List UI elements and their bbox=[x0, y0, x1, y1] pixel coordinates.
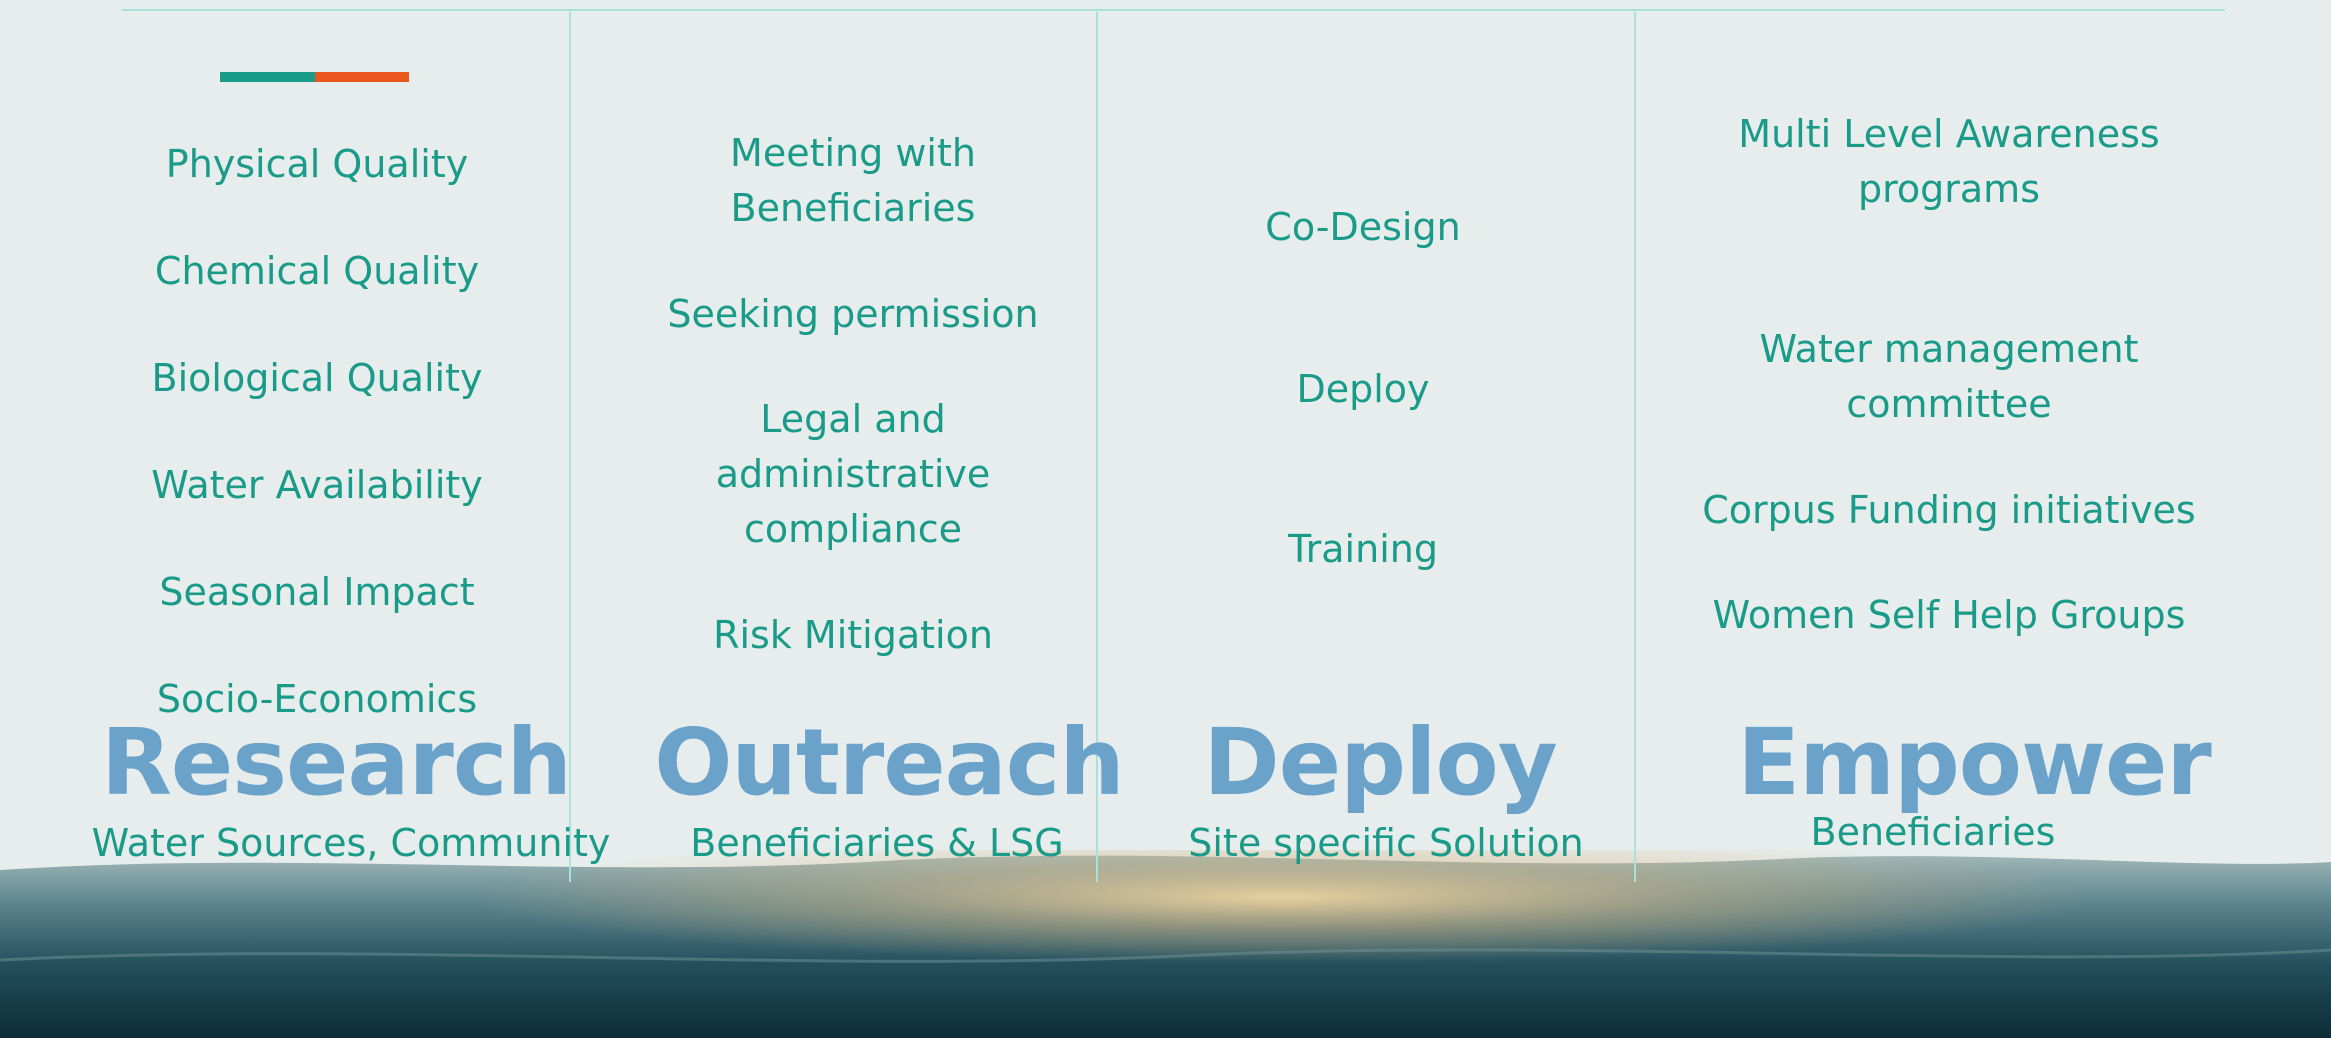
item-line: Seeking permission bbox=[667, 291, 1039, 336]
column-heading: Research bbox=[101, 709, 572, 816]
item-line: administrative bbox=[715, 451, 991, 496]
column-heading: Outreach bbox=[654, 709, 1125, 816]
item-line: Women Self Help Groups bbox=[1712, 592, 2186, 637]
column-subtitle: Beneficiaries bbox=[1810, 810, 2056, 854]
item-line: Corpus Funding initiatives bbox=[1702, 487, 2196, 532]
item-line: committee bbox=[1846, 381, 2052, 426]
list-item: Corpus Funding initiatives bbox=[1702, 483, 2195, 538]
list-item: Biological Quality bbox=[152, 351, 483, 406]
item-line: Biological Quality bbox=[151, 355, 483, 400]
accent-teal bbox=[220, 72, 315, 82]
list-item: Deploy bbox=[1296, 362, 1429, 417]
column-divider bbox=[569, 12, 571, 882]
item-line: Water Availability bbox=[151, 462, 483, 507]
list-item: Water Availability bbox=[151, 458, 483, 513]
list-item: Multi Level Awareness programs bbox=[1738, 107, 2159, 217]
list-item: Meeting with Beneficiaries bbox=[730, 126, 976, 236]
item-line: Deploy bbox=[1296, 366, 1430, 411]
accent-orange bbox=[315, 72, 409, 82]
column-subtitle: Water Sources, Community bbox=[91, 821, 611, 865]
column-subtitle: Beneficiaries & LSG bbox=[690, 821, 1064, 865]
list-item: Seasonal Impact bbox=[159, 565, 474, 620]
list-item: Water management committee bbox=[1760, 322, 2139, 432]
list-item: Legal and administrative compliance bbox=[716, 392, 991, 557]
item-line: Training bbox=[1288, 526, 1438, 571]
list-item: Women Self Help Groups bbox=[1713, 588, 2186, 643]
item-line: Socio-Economics bbox=[156, 676, 478, 721]
list-item: Socio-Economics bbox=[157, 672, 477, 727]
column-heading: Empower bbox=[1737, 709, 2212, 816]
column-divider bbox=[1634, 12, 1636, 882]
list-item: Training bbox=[1288, 522, 1438, 577]
list-item: Seeking permission bbox=[667, 287, 1038, 342]
item-line: Meeting with bbox=[730, 130, 976, 175]
item-line: Physical Quality bbox=[165, 141, 469, 186]
list-item: Physical Quality bbox=[166, 137, 468, 192]
item-line: Legal and bbox=[760, 396, 946, 441]
list-item: Chemical Quality bbox=[155, 244, 479, 299]
item-line: programs bbox=[1857, 166, 2040, 211]
item-line: Chemical Quality bbox=[154, 248, 480, 293]
column-subtitle: Site specific Solution bbox=[1188, 821, 1584, 865]
list-item: Co-Design bbox=[1265, 200, 1460, 255]
water-glow bbox=[0, 850, 2331, 1038]
item-line: Co-Design bbox=[1265, 204, 1461, 249]
item-line: Beneficiaries bbox=[730, 185, 976, 230]
column-divider bbox=[1096, 12, 1098, 882]
item-line: compliance bbox=[743, 506, 963, 551]
item-line: Multi Level Awareness bbox=[1738, 111, 2160, 156]
wave bbox=[0, 948, 2331, 963]
list-item: Risk Mitigation bbox=[713, 608, 993, 663]
item-line: Risk Mitigation bbox=[713, 612, 993, 657]
column-heading: Deploy bbox=[1203, 709, 1557, 816]
item-line: Seasonal Impact bbox=[159, 569, 475, 614]
item-line: Water management bbox=[1759, 326, 2139, 371]
